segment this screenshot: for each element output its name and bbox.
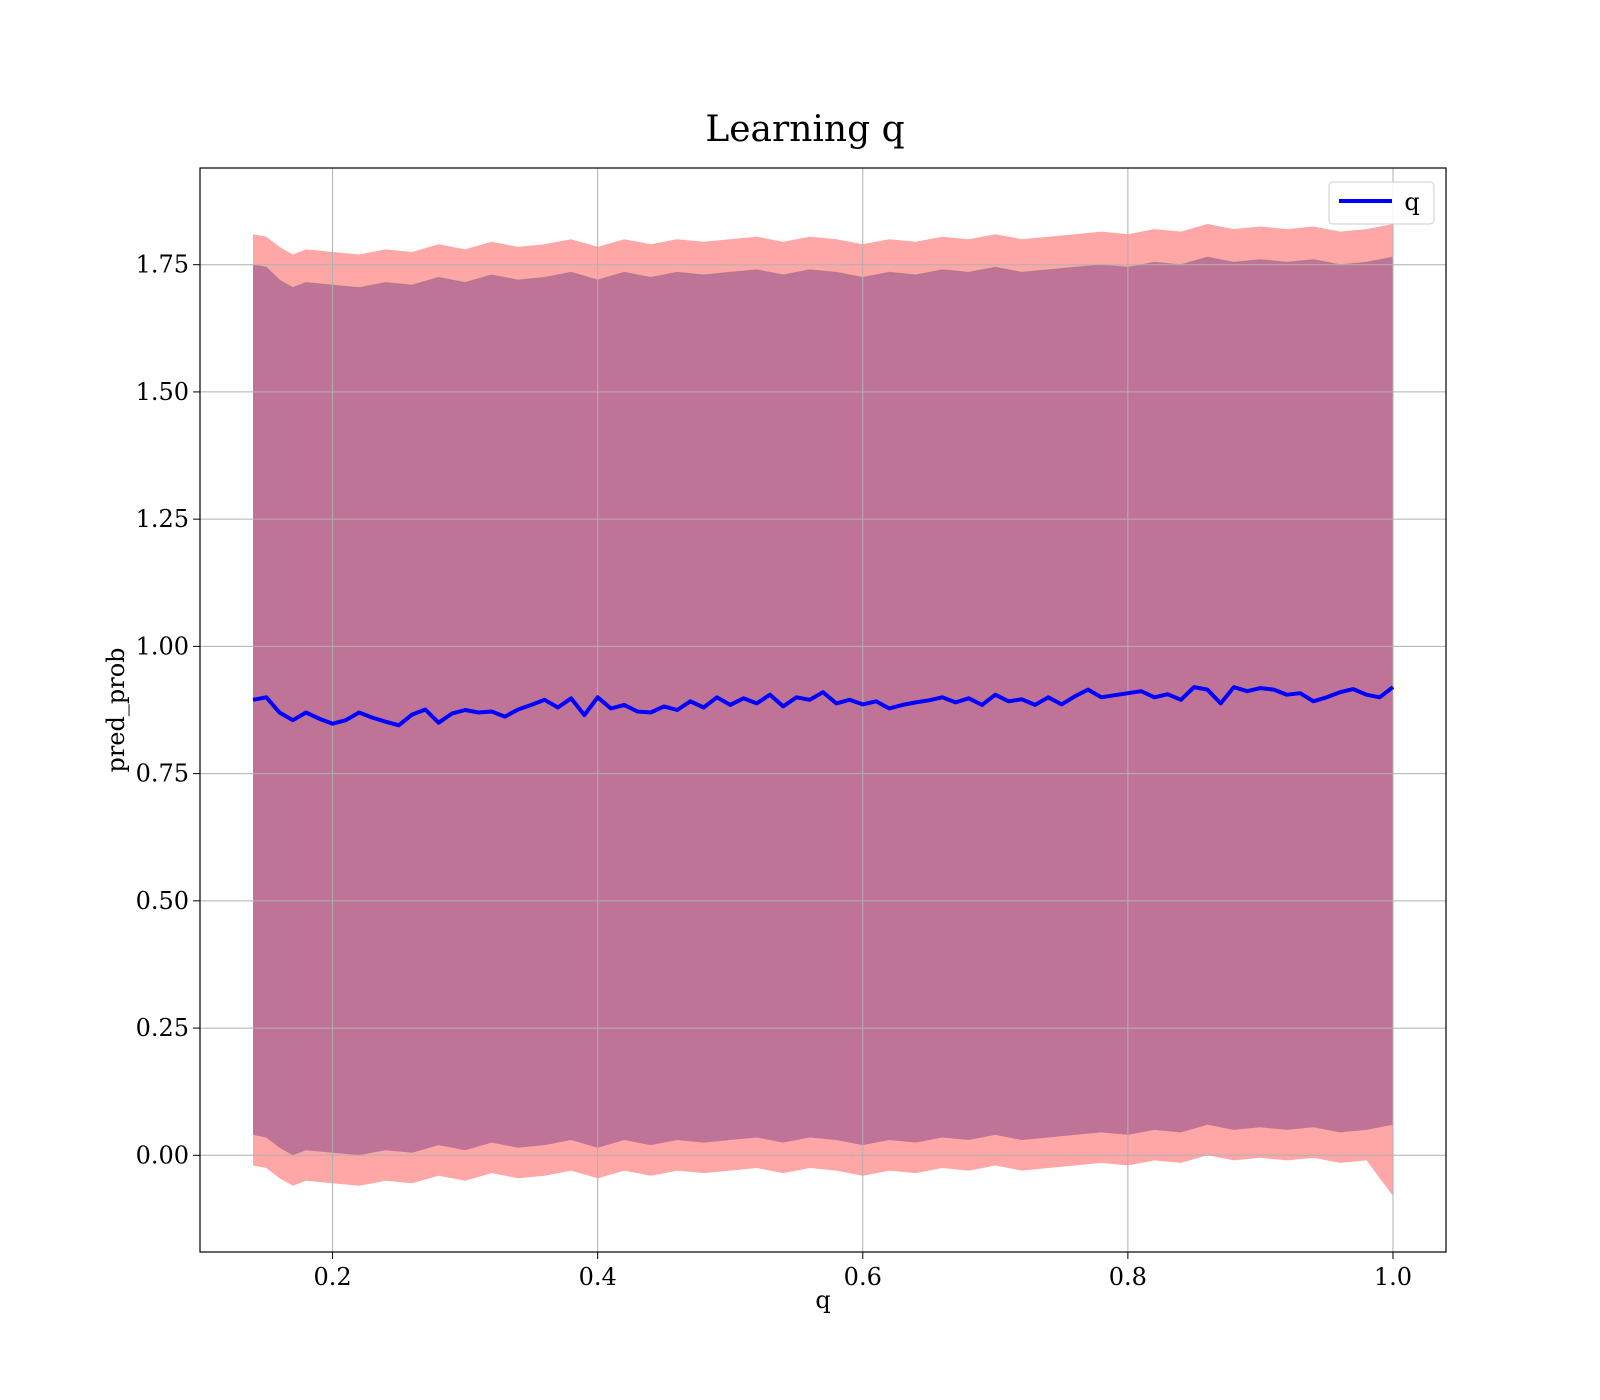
x-axis-ticks: 0.2 0.4 0.6 0.8 1.0 (313, 1252, 1412, 1291)
legend-label: q (1404, 188, 1419, 216)
x-tick-label: 0.8 (1109, 1263, 1147, 1291)
y-axis-ticks: 0.00 0.25 0.50 0.75 1.00 1.25 1.50 1.75 (136, 251, 200, 1169)
y-tick-label: 0.00 (136, 1141, 189, 1169)
y-tick-label: 1.75 (136, 251, 189, 279)
x-tick-label: 1.0 (1374, 1263, 1412, 1291)
series-lines (252, 685, 1395, 728)
axes-frame (199, 167, 1447, 1253)
x-tick-label: 0.4 (579, 1263, 617, 1291)
y-tick-label: 0.50 (136, 887, 189, 915)
gridlines (200, 168, 1446, 1252)
x-tick-label: 0.6 (844, 1263, 882, 1291)
y-tick-label: 0.75 (136, 760, 189, 788)
y-tick-label: 1.25 (136, 505, 189, 533)
y-tick-label: 0.25 (136, 1014, 189, 1042)
y-tick-label: 1.50 (136, 378, 189, 406)
x-axis-label: q (815, 1286, 830, 1314)
series-line-q (252, 685, 1395, 728)
legend: q (1328, 181, 1435, 225)
inner-uncertainty-band (253, 257, 1393, 1156)
plot-area (252, 224, 1394, 1196)
chart-title: Learning q (705, 109, 904, 150)
x-tick-label: 0.2 (313, 1263, 351, 1291)
y-tick-label: 1.00 (136, 632, 189, 660)
y-axis-label: pred_prob (102, 647, 130, 772)
